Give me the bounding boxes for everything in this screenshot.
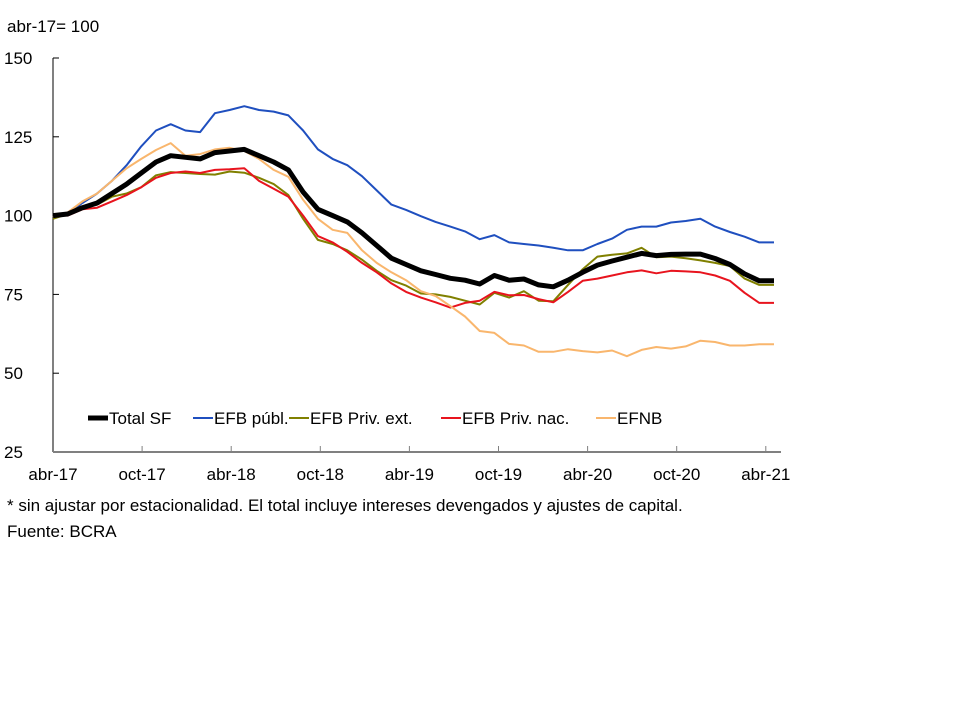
x-tick-label: abr-17 bbox=[28, 465, 77, 484]
y-tick-label: 125 bbox=[4, 128, 32, 147]
y-tick-label: 50 bbox=[4, 364, 23, 383]
x-tick-label: oct-17 bbox=[118, 465, 165, 484]
y-tick-label: 100 bbox=[4, 207, 32, 226]
series-line-efb-p-bl bbox=[52, 105, 774, 252]
x-tick-label: abr-20 bbox=[563, 465, 612, 484]
legend-label: Total SF bbox=[109, 409, 171, 428]
x-axis: abr-17 oct-17 abr-18 oct-18 abr-19 oct-19 abr-… bbox=[28, 446, 790, 484]
x-tick-label: oct-18 bbox=[297, 465, 344, 484]
x-tick-label: abr-18 bbox=[207, 465, 256, 484]
footnote: * sin ajustar por estacionalidad. El tot… bbox=[7, 496, 683, 515]
series-layer bbox=[52, 105, 774, 358]
legend-label: EFB Priv. nac. bbox=[462, 409, 569, 428]
legend: Total SF EFB públ. EFB Priv. ext. EFB Priv.… bbox=[88, 409, 662, 428]
y-tick-label: 75 bbox=[4, 285, 23, 304]
x-tick-label: oct-20 bbox=[653, 465, 700, 484]
source-note: Fuente: BCRA bbox=[7, 522, 117, 541]
x-tick-label: oct-19 bbox=[475, 465, 522, 484]
legend-label: EFNB bbox=[617, 409, 662, 428]
series-line-efb-priv-nac bbox=[52, 167, 774, 309]
y-tick-label: 150 bbox=[4, 49, 32, 68]
x-tick-label: abr-19 bbox=[385, 465, 434, 484]
y-tick-label: 25 bbox=[4, 443, 23, 462]
legend-label: EFB Priv. ext. bbox=[310, 409, 413, 428]
series-line-total-sf bbox=[52, 146, 774, 290]
unit-label: abr-17= 100 bbox=[7, 17, 99, 36]
legend-label: EFB públ. bbox=[214, 409, 289, 428]
y-axis: 25 50 75 100 125 150 bbox=[4, 49, 59, 462]
x-tick-label: abr-21 bbox=[741, 465, 790, 484]
series-line-efnb bbox=[52, 142, 774, 358]
